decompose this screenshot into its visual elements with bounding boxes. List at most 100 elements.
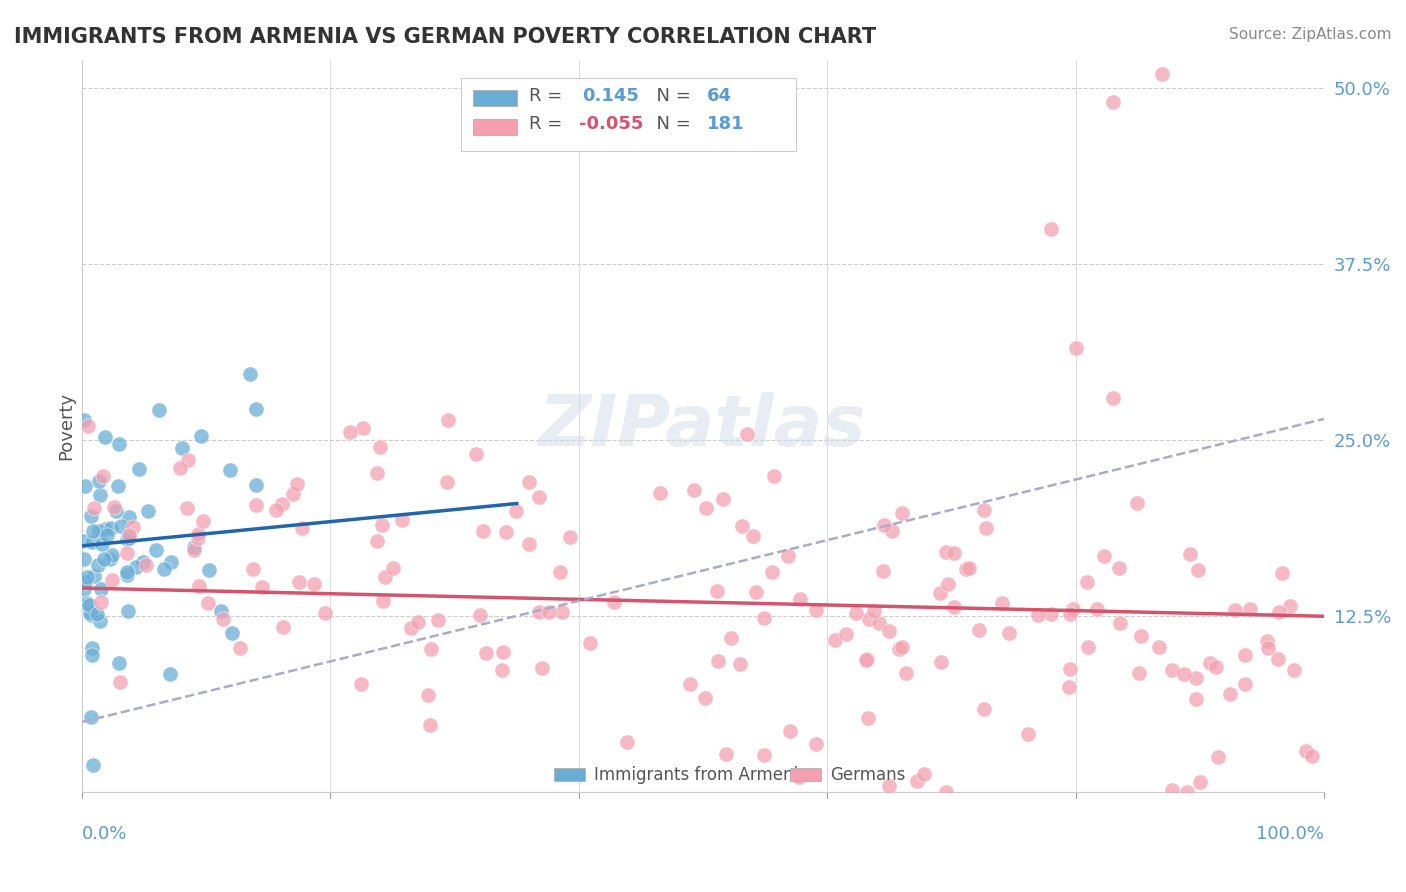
- Text: Source: ZipAtlas.com: Source: ZipAtlas.com: [1229, 27, 1392, 42]
- Point: [935, 785, 957, 799]
- Point: [371, 594, 394, 608]
- Point: [1077, 640, 1099, 654]
- Point: [929, 655, 952, 669]
- Text: Immigrants from Armenia: Immigrants from Armenia: [593, 766, 808, 784]
- Point: [880, 524, 903, 538]
- Point: [73, 582, 96, 596]
- Point: [505, 504, 527, 518]
- Point: [731, 518, 754, 533]
- Point: [762, 469, 785, 483]
- Text: 64: 64: [707, 87, 731, 105]
- Point: [1223, 603, 1246, 617]
- Point: [79, 508, 101, 523]
- Point: [80, 640, 103, 655]
- Text: -0.055: -0.055: [579, 115, 643, 133]
- Point: [271, 620, 294, 634]
- Point: [115, 546, 138, 560]
- Point: [436, 413, 458, 427]
- Point: [955, 562, 977, 576]
- Point: [76, 570, 98, 584]
- Point: [1173, 667, 1195, 681]
- Point: [1233, 648, 1256, 662]
- Text: IMMIGRANTS FROM ARMENIA VS GERMAN POVERTY CORRELATION CHART: IMMIGRANTS FROM ARMENIA VS GERMAN POVERT…: [14, 27, 876, 46]
- Point: [374, 570, 396, 584]
- Point: [117, 603, 139, 617]
- Point: [426, 614, 449, 628]
- Point: [973, 702, 995, 716]
- Point: [349, 677, 371, 691]
- Point: [1128, 666, 1150, 681]
- Text: N =: N =: [644, 87, 696, 105]
- Point: [94, 430, 117, 444]
- Point: [221, 626, 243, 640]
- Text: N =: N =: [644, 115, 696, 133]
- Point: [90, 582, 112, 596]
- Point: [1267, 605, 1289, 619]
- Point: [159, 667, 181, 681]
- Point: [1185, 691, 1208, 706]
- Point: [905, 773, 928, 788]
- Point: [108, 437, 131, 451]
- Point: [107, 657, 129, 671]
- Point: [1085, 602, 1108, 616]
- Point: [80, 709, 103, 723]
- Point: [291, 521, 314, 535]
- Point: [967, 624, 990, 638]
- Point: [752, 748, 775, 763]
- Point: [1271, 566, 1294, 580]
- Point: [1062, 602, 1084, 616]
- Point: [177, 453, 200, 467]
- Point: [942, 600, 965, 615]
- Point: [1039, 221, 1062, 235]
- Point: [266, 503, 288, 517]
- Point: [1178, 547, 1201, 561]
- Point: [1187, 563, 1209, 577]
- Text: 100.0%: 100.0%: [1256, 825, 1324, 844]
- Point: [1199, 656, 1222, 670]
- Point: [115, 533, 138, 547]
- Point: [169, 461, 191, 475]
- Point: [1234, 677, 1257, 691]
- Point: [125, 560, 148, 574]
- Point: [858, 611, 880, 625]
- Point: [991, 596, 1014, 610]
- Point: [242, 561, 264, 575]
- Point: [89, 614, 111, 628]
- Point: [912, 766, 935, 780]
- Point: [877, 624, 900, 638]
- Point: [787, 770, 810, 784]
- Point: [1256, 634, 1278, 648]
- Point: [789, 591, 811, 606]
- Point: [855, 653, 877, 667]
- Point: [73, 551, 96, 566]
- Text: ZIPatlas: ZIPatlas: [540, 392, 866, 460]
- Point: [117, 528, 139, 542]
- Point: [943, 546, 966, 560]
- Point: [160, 555, 183, 569]
- Point: [148, 402, 170, 417]
- Point: [90, 537, 112, 551]
- Point: [472, 524, 495, 538]
- Point: [190, 429, 212, 443]
- Point: [132, 555, 155, 569]
- Point: [183, 542, 205, 557]
- Point: [183, 540, 205, 554]
- Point: [187, 526, 209, 541]
- Point: [935, 545, 957, 559]
- Point: [238, 367, 260, 381]
- Point: [835, 627, 858, 641]
- Point: [98, 552, 121, 566]
- Point: [245, 478, 267, 492]
- Point: [436, 475, 458, 490]
- FancyBboxPatch shape: [474, 119, 517, 135]
- Point: [976, 521, 998, 535]
- Point: [250, 580, 273, 594]
- Point: [728, 657, 751, 671]
- Point: [105, 504, 128, 518]
- Point: [287, 574, 309, 589]
- Point: [550, 566, 572, 580]
- Point: [170, 441, 193, 455]
- Point: [419, 717, 441, 731]
- Point: [1059, 662, 1081, 676]
- Point: [391, 513, 413, 527]
